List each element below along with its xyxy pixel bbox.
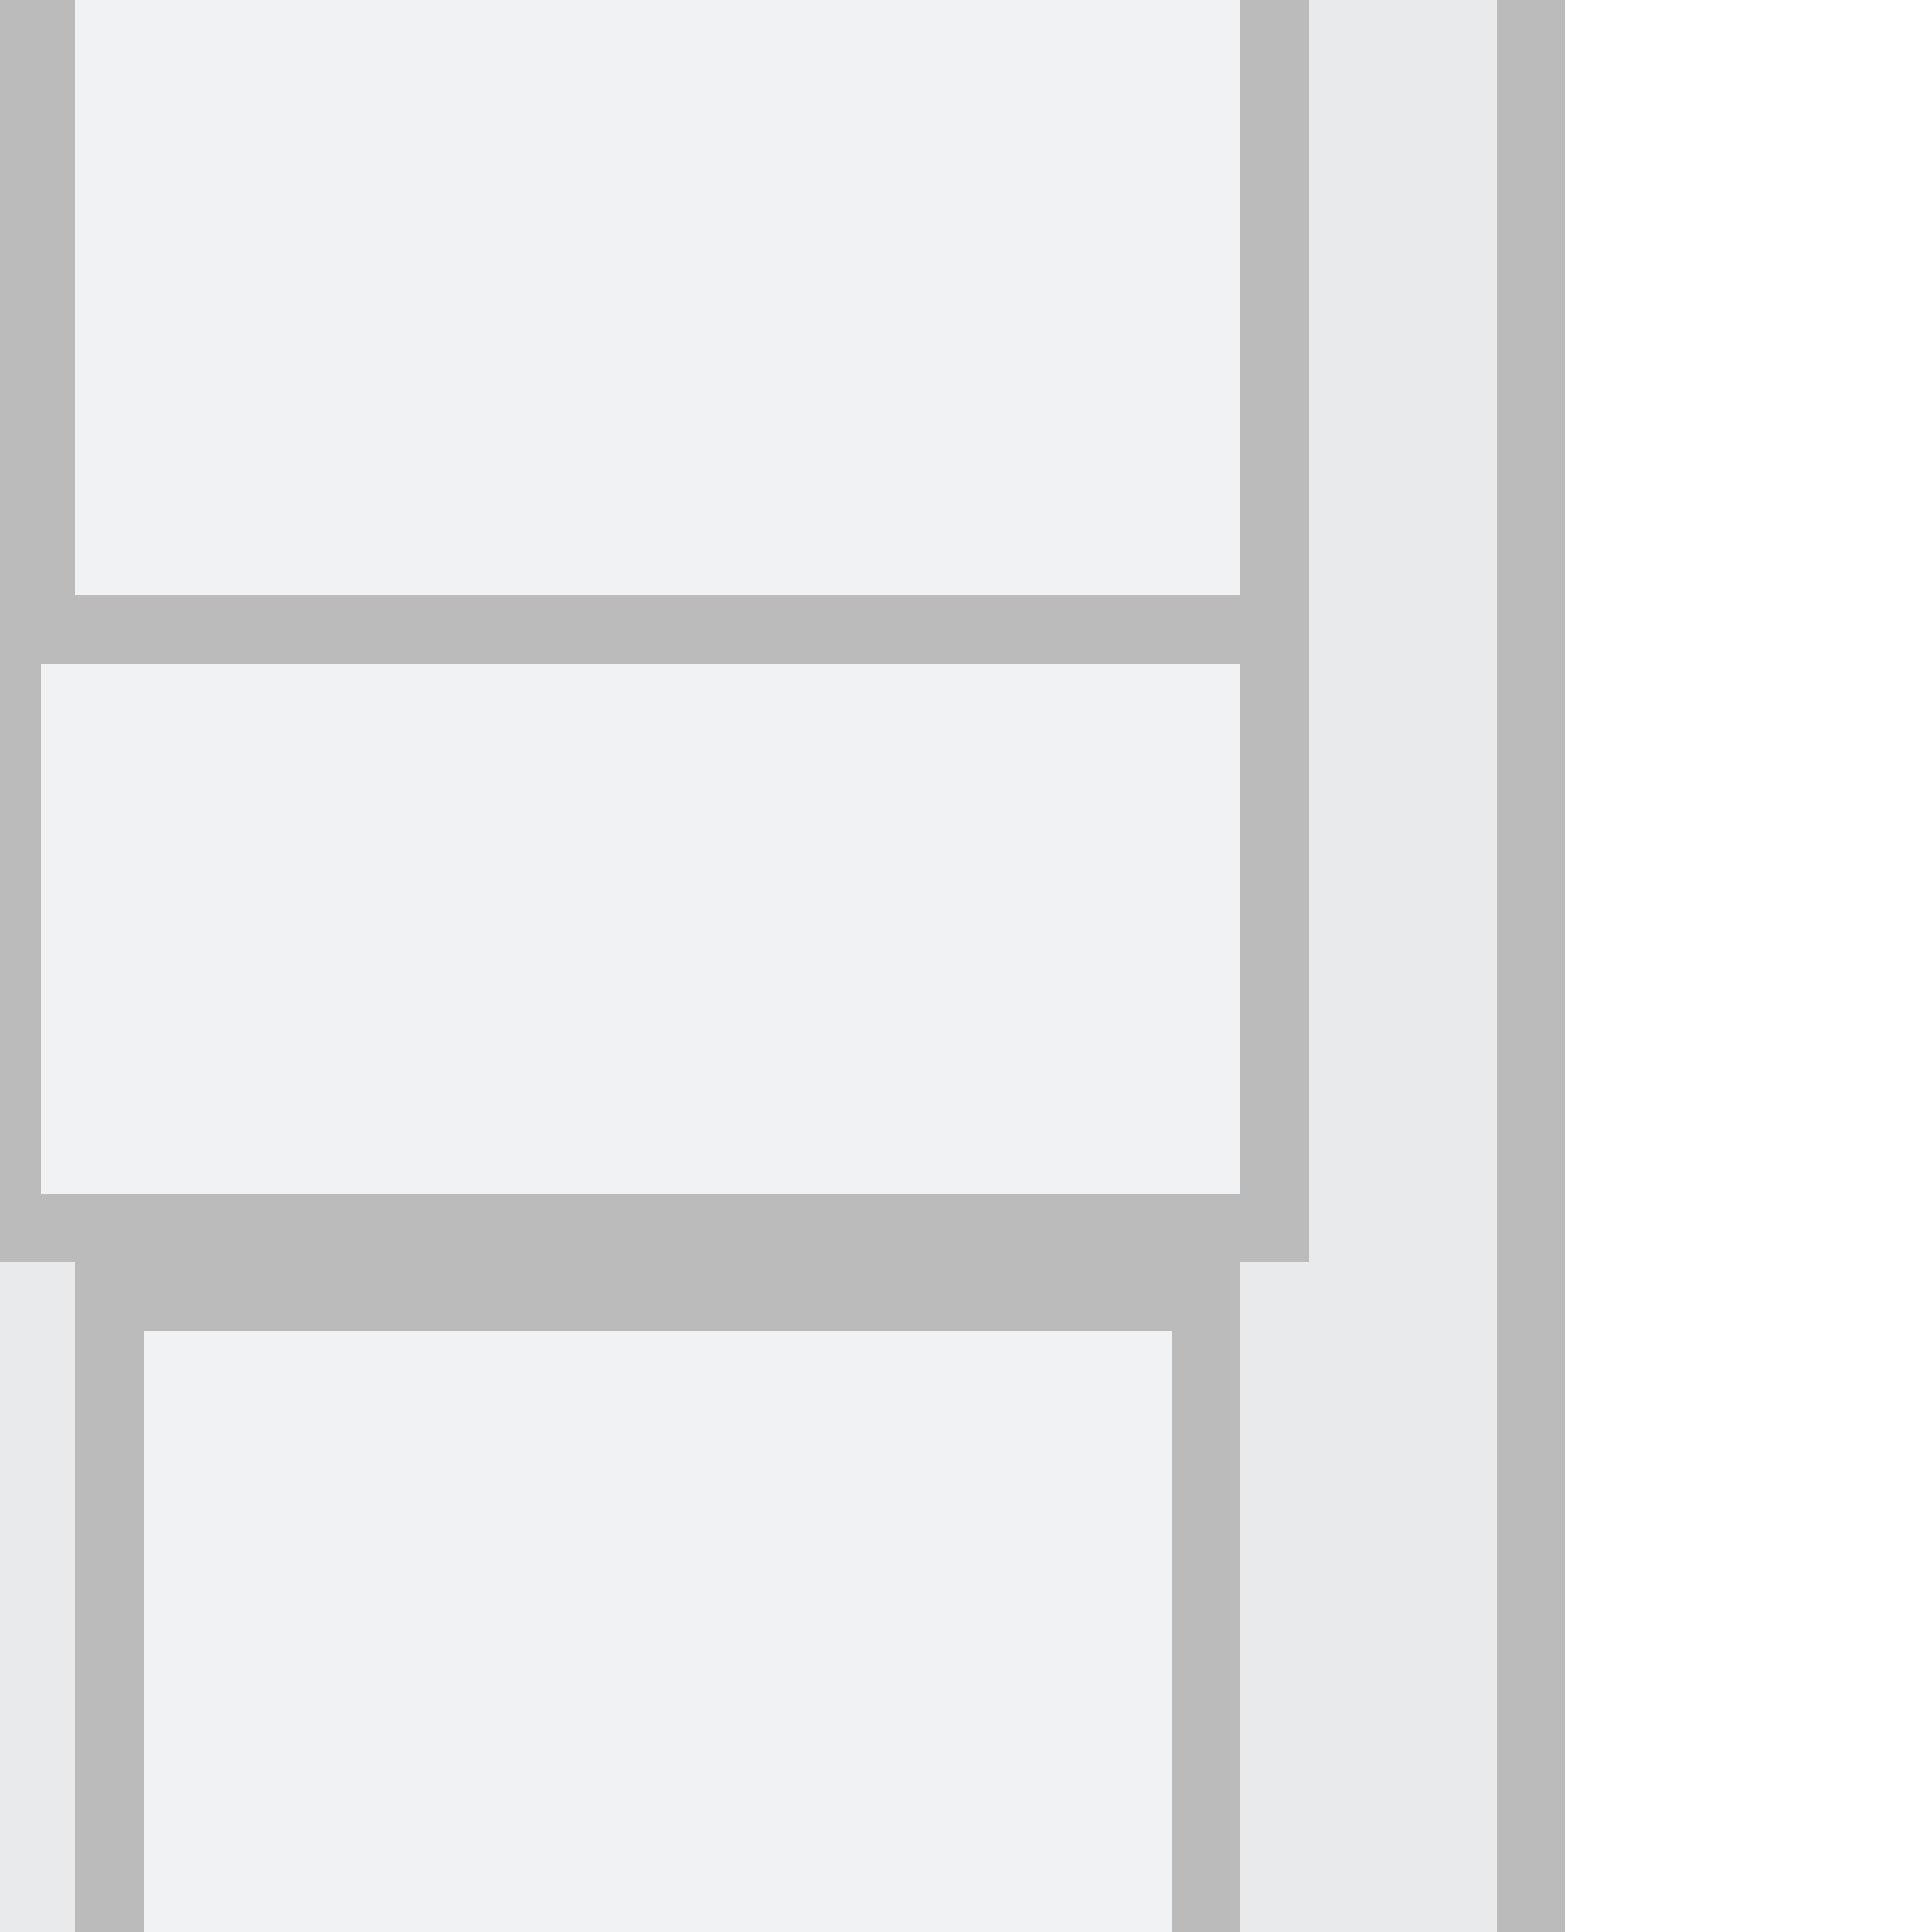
- left-edge-line: [0, 0, 7, 595]
- panel-1[interactable]: [7, 0, 1309, 664]
- panel-3[interactable]: [75, 1262, 1240, 1932]
- vertical-divider: [1497, 0, 1565, 1932]
- panel-2[interactable]: [0, 595, 1309, 1262]
- blank-area: [1565, 0, 1932, 1932]
